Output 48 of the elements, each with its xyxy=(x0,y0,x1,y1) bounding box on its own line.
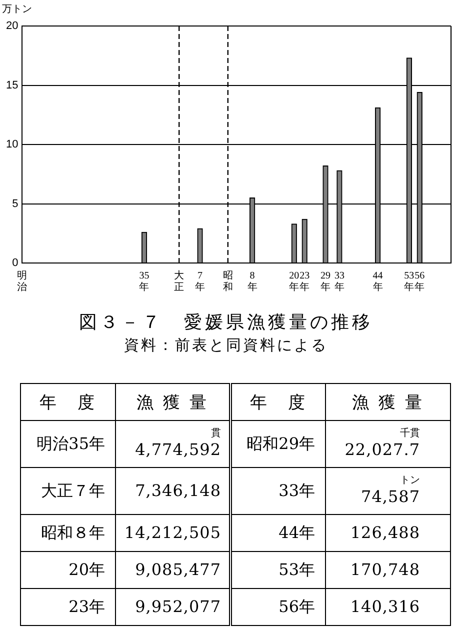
x-tick-label: 56年 xyxy=(414,270,425,293)
text: 貫 xyxy=(211,428,221,439)
x-tick-label: 23年 xyxy=(300,270,310,293)
y-tick-label: 0 xyxy=(12,257,18,270)
category-label: 56年 xyxy=(230,588,326,626)
text: 千貫 xyxy=(400,428,420,439)
category-label: 昭和８年 xyxy=(20,514,116,552)
x-tick-label: 8年 xyxy=(247,270,258,293)
category-label: 23年 xyxy=(20,588,116,626)
x-tick-label: 明治 xyxy=(17,270,28,293)
text: 22,027.7 xyxy=(344,440,420,459)
text: 漁 獲 量 xyxy=(352,392,424,412)
text: 14,212,505 xyxy=(124,523,221,542)
x-tick-label: 20年 xyxy=(289,270,300,293)
text: 126,488 xyxy=(350,523,420,542)
text: 資料：前表と同資料による xyxy=(123,336,329,356)
y-axis-title: 万トン xyxy=(2,4,32,15)
category-label: 33年 xyxy=(230,468,326,514)
x-tick-label: 29年 xyxy=(320,270,331,293)
category-label: 明治35年 xyxy=(20,420,116,468)
x-tick-label: 44年 xyxy=(372,270,383,293)
text: 図３－７ 愛媛県漁獲量の推移 xyxy=(78,311,374,334)
x-tick-label: 昭和 xyxy=(222,270,233,293)
text: 4,774,592 xyxy=(135,440,221,459)
x-tick-label: 53年 xyxy=(404,270,414,293)
y-tick-label: 15 xyxy=(6,79,18,92)
text: 9,952,077 xyxy=(135,597,221,616)
category-label: 53年 xyxy=(230,552,326,588)
text: 年 度 xyxy=(250,392,307,412)
text: 7,346,148 xyxy=(135,481,221,500)
text: 年 度 xyxy=(20,384,116,420)
text: 170,748 xyxy=(350,560,420,579)
category-label: 昭和29年 xyxy=(230,420,326,468)
x-tick-label: 33年 xyxy=(334,270,344,293)
y-tick-label: 10 xyxy=(6,138,18,151)
x-tick-label: 大正 xyxy=(174,269,184,293)
text: 漁 獲 量 xyxy=(116,384,230,420)
text: 140,316 xyxy=(350,597,420,616)
text: 74,587 xyxy=(361,487,420,506)
x-tick-label: 35年 xyxy=(139,270,150,293)
y-tick-label: 5 xyxy=(12,198,18,210)
text: トン xyxy=(400,475,420,486)
category-label: 大正７年 xyxy=(20,468,116,514)
category-label: 44年 xyxy=(230,514,326,552)
text: 9,085,477 xyxy=(135,560,221,579)
y-tick-label: 20 xyxy=(6,20,18,32)
x-tick-label: 7年 xyxy=(195,270,206,293)
category-label: 20年 xyxy=(20,552,116,588)
